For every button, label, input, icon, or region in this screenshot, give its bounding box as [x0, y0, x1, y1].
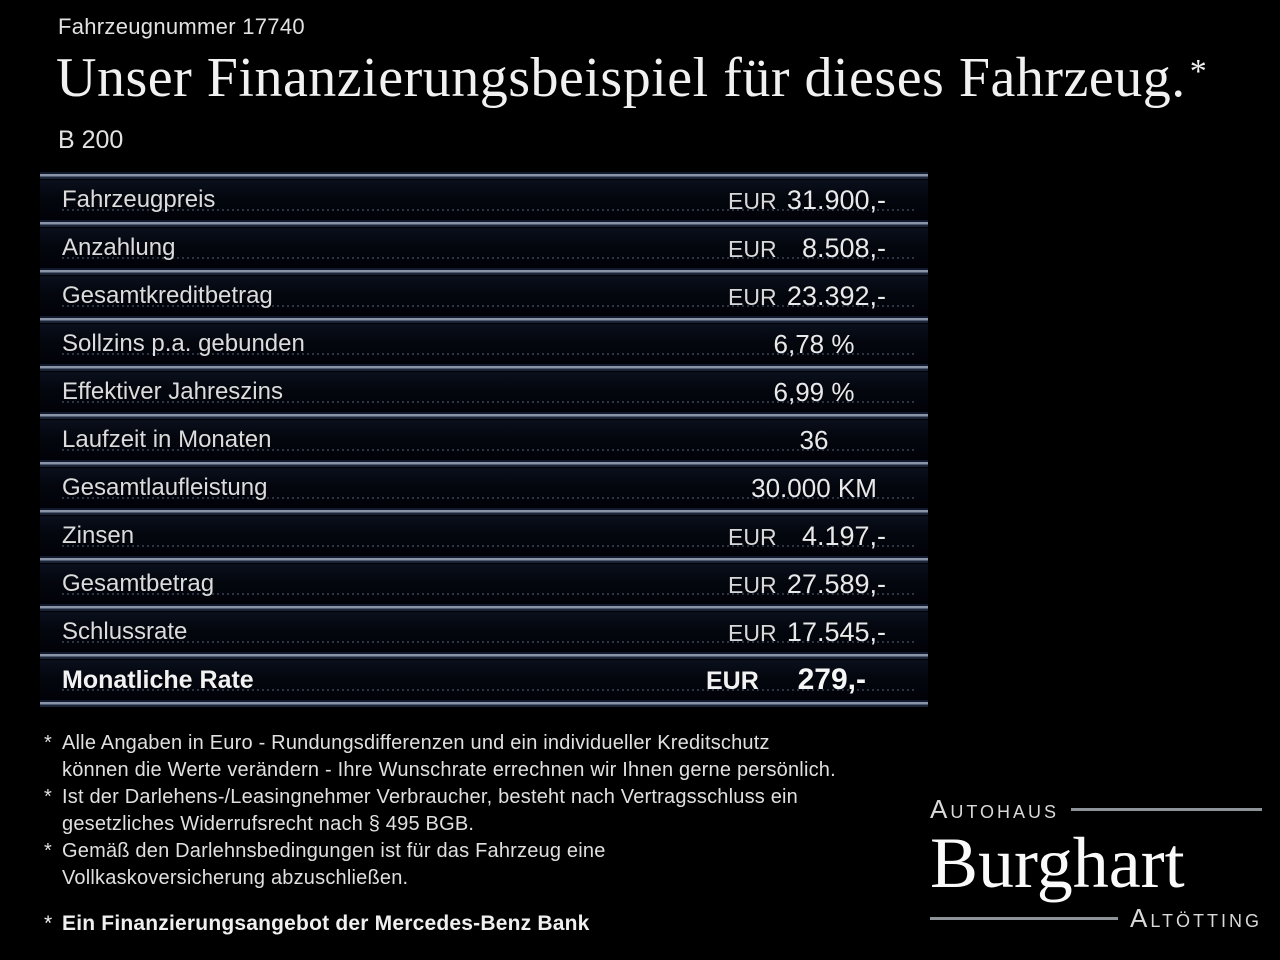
logo-dealer-name: Burghart — [930, 823, 1185, 903]
row-value-area: 6,99 % — [700, 377, 928, 408]
row-label: Fahrzeugpreis — [62, 186, 216, 213]
table-row: Gesamtkreditbetrag EUR 23.392,- — [40, 276, 928, 316]
footnote-line: Vollkaskoversicherung abzuschließen. — [62, 867, 409, 889]
table-row: Monatliche Rate EUR 279,- — [40, 660, 928, 700]
footnote-line: Alle Angaben in Euro - Rundungsdifferenz… — [62, 732, 770, 754]
title-footnote-marker: * — [1189, 53, 1208, 90]
row-label: Anzahlung — [62, 234, 176, 261]
footnote-marker: * — [44, 732, 52, 754]
footnote-text: Ist der Darlehens-/Leasingnehmer Verbrau… — [62, 784, 944, 838]
logo-autohaus-text: Autohaus — [930, 794, 1060, 824]
footnote-marker: * — [44, 840, 52, 862]
row-value: 36 — [799, 424, 829, 455]
row-separator — [40, 316, 928, 324]
row-label: Monatliche Rate — [62, 665, 254, 694]
row-amount: 17.545,- — [786, 616, 886, 647]
row-separator — [40, 652, 928, 660]
footnote: * Gemäß den Darlehnsbedingungen ist für d… — [44, 838, 944, 892]
footnote: * Alle Angaben in Euro - Rundungsdifferen… — [44, 730, 944, 784]
row-label: Gesamtlaufleistung — [62, 474, 268, 501]
row-value-area: EUR 279,- — [700, 663, 928, 697]
row-value-area: 6,78 % — [700, 329, 928, 360]
row-separator — [40, 220, 928, 228]
vehicle-model: B 200 — [58, 126, 124, 154]
footnote-line: Gemäß den Darlehnsbedingungen ist für da… — [62, 840, 606, 862]
financing-bank-note-text: Ein Finanzierungsangebot der Mercedes-Be… — [62, 912, 590, 935]
row-value-area: EUR 17.545,- — [700, 617, 928, 648]
table-row: Laufzeit in Monaten 36 — [40, 420, 928, 460]
table-row: Fahrzeugpreis EUR 31.900,- — [40, 180, 928, 220]
row-label: Gesamtbetrag — [62, 570, 215, 597]
row-value: 6,78 % — [773, 328, 855, 359]
table-row: Zinsen EUR 4.197,- — [40, 516, 928, 556]
currency-label: EUR — [728, 571, 777, 598]
row-separator — [40, 508, 928, 516]
row-label: Gesamtkreditbetrag — [62, 282, 273, 309]
page-title: Unser Finanzierungsbeispiel für dieses F… — [56, 46, 1207, 110]
table-row: Gesamtbetrag EUR 27.589,- — [40, 564, 928, 604]
footnote-line: Ist der Darlehens-/Leasingnehmer Verbrau… — [62, 786, 799, 808]
table-row: Schlussrate EUR 17.545,- — [40, 612, 928, 652]
table-row: Effektiver Jahreszins 6,99 % — [40, 372, 928, 412]
table-row: Sollzins p.a. gebunden 6,78 % — [40, 324, 928, 364]
footnote-text: Alle Angaben in Euro - Rundungsdifferenz… — [62, 730, 944, 784]
footnotes: * Alle Angaben in Euro - Rundungsdifferen… — [44, 730, 944, 892]
row-amount: 4.197,- — [801, 520, 886, 551]
row-amount: 23.392,- — [786, 280, 886, 311]
logo-top-row: Autohaus — [930, 794, 1262, 825]
dealer-logo: Autohaus Burghart Altötting — [930, 794, 1262, 934]
footnote-text: Gemäß den Darlehnsbedingungen ist für da… — [62, 838, 944, 892]
row-value-area: EUR 31.900,- — [700, 185, 928, 216]
footnote-line: gesetzliches Widerrufsrecht nach § 495 B… — [62, 813, 475, 835]
currency-label: EUR — [728, 619, 777, 646]
row-separator — [40, 460, 928, 468]
vehicle-number: Fahrzeugnummer 17740 — [58, 14, 305, 39]
footnote: * Ist der Darlehens-/Leasingnehmer Verbra… — [44, 784, 944, 838]
financing-table: Fahrzeugpreis EUR 31.900,- Anzahlung EUR 8.50… — [40, 172, 928, 708]
row-value-area: EUR 8.508,- — [700, 233, 928, 264]
footnote-marker: * — [44, 786, 52, 808]
financing-bank-note: * Ein Finanzierungsangebot der Mercedes-B… — [44, 912, 590, 936]
row-separator — [40, 412, 928, 420]
row-value-area: EUR 4.197,- — [700, 521, 928, 552]
row-separator — [40, 556, 928, 564]
row-value-area: EUR 27.589,- — [700, 569, 928, 600]
row-amount: 279,- — [797, 663, 866, 696]
logo-city-text: Altötting — [1129, 903, 1262, 933]
currency-label: EUR — [728, 283, 777, 310]
footnote-line: können die Werte verändern - Ihre Wunsch… — [62, 759, 836, 781]
currency-label: EUR — [706, 667, 759, 695]
row-label: Laufzeit in Monaten — [62, 426, 272, 453]
row-separator — [40, 268, 928, 276]
row-label: Schlussrate — [62, 618, 188, 645]
logo-rule-top — [1071, 808, 1262, 811]
logo-bottom-row: Altötting — [930, 903, 1262, 934]
row-amount: 27.589,- — [786, 568, 886, 599]
currency-label: EUR — [728, 187, 777, 214]
row-label: Zinsen — [62, 522, 135, 549]
table-row: Gesamtlaufleistung 30.000 KM — [40, 468, 928, 508]
row-value-area: EUR 23.392,- — [700, 281, 928, 312]
page-title-text: Unser Finanzierungsbeispiel für dieses F… — [56, 47, 1186, 109]
row-separator — [40, 364, 928, 372]
currency-label: EUR — [728, 523, 777, 550]
footnote-marker: * — [44, 912, 53, 935]
logo-rule-bottom — [930, 917, 1118, 920]
row-value: 6,99 % — [773, 376, 855, 407]
row-separator — [40, 604, 928, 612]
table-row: Anzahlung EUR 8.508,- — [40, 228, 928, 268]
row-separator — [40, 172, 928, 180]
row-separator — [40, 700, 928, 708]
row-label: Sollzins p.a. gebunden — [62, 330, 305, 357]
row-amount: 31.900,- — [786, 184, 886, 215]
row-value: 30.000 KM — [751, 472, 877, 503]
row-value-area: 30.000 KM — [700, 473, 928, 504]
row-label: Effektiver Jahreszins — [62, 378, 283, 405]
row-value-area: 36 — [700, 425, 928, 456]
row-amount: 8.508,- — [801, 232, 886, 263]
currency-label: EUR — [728, 235, 777, 262]
